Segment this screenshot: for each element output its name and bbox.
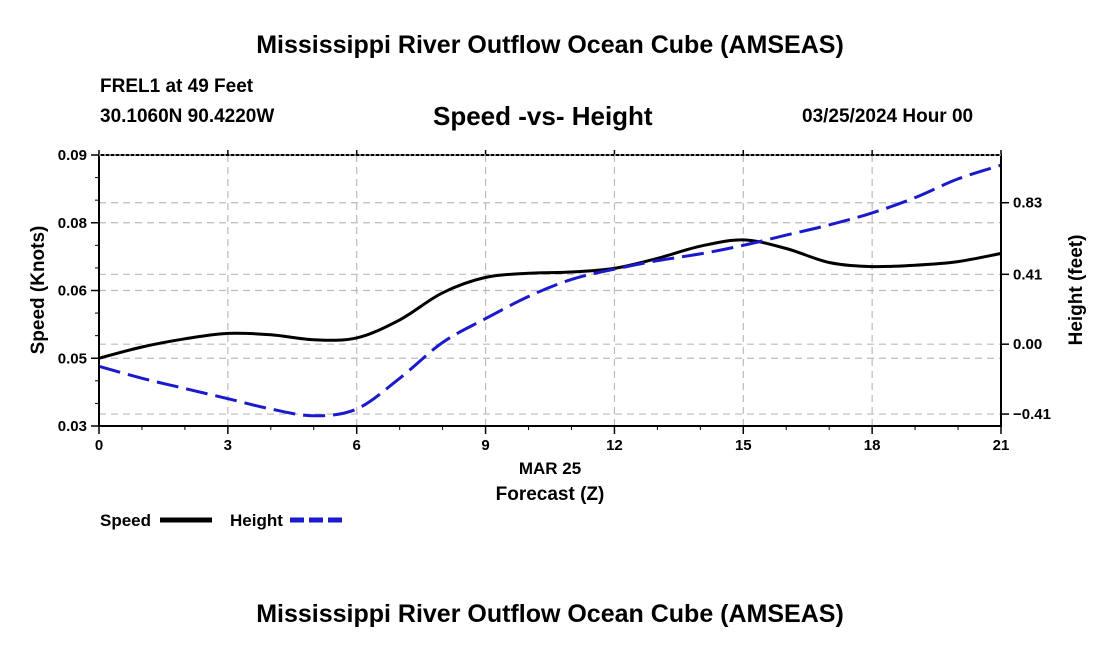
x-tick-label: 9 bbox=[481, 437, 489, 454]
x-tick-label: 0 bbox=[95, 437, 103, 454]
x-date-label: MAR 25 bbox=[519, 459, 581, 478]
x-tick-label: 21 bbox=[993, 437, 1010, 454]
axes-layer: 0 3 6 9 12 15 18 21 0.03 0.05 0.06 0.08 0.09 −0.41 0.0… bbox=[58, 147, 1051, 454]
x-tick-label: 3 bbox=[224, 437, 232, 454]
legend: Speed Height bbox=[100, 511, 342, 530]
footer-title: Mississippi River Outflow Ocean Cube (AM… bbox=[256, 600, 844, 628]
legend-label-height: Height bbox=[230, 511, 283, 530]
y2-tick-label: 0.83 bbox=[1013, 195, 1042, 212]
series-line-speed bbox=[98, 238, 1002, 360]
grid-layer bbox=[99, 155, 1001, 426]
y2-tick-label: 0.00 bbox=[1013, 336, 1042, 353]
series-line-height bbox=[98, 163, 1002, 418]
chart-title: Mississippi River Outflow Ocean Cube (AM… bbox=[256, 31, 844, 59]
y-tick-label: 0.06 bbox=[58, 283, 87, 300]
series-layer bbox=[98, 163, 1002, 418]
y2-tick-label: 0.41 bbox=[1013, 266, 1042, 283]
datetime-label: 03/25/2024 Hour 00 bbox=[802, 106, 974, 127]
y2-tick-label: −0.41 bbox=[1013, 406, 1051, 423]
x-tick-label: 18 bbox=[864, 437, 881, 454]
y-tick-label: 0.05 bbox=[58, 350, 87, 367]
chart-subtitle: Speed -vs- Height bbox=[433, 101, 653, 131]
legend-label-speed: Speed bbox=[100, 511, 151, 530]
y-tick-label: 0.09 bbox=[58, 147, 87, 164]
y2-axis-title: Height (feet) bbox=[1066, 235, 1087, 346]
coordinates-label: 30.1060N 90.4220W bbox=[100, 106, 275, 127]
y-tick-label: 0.08 bbox=[58, 215, 87, 232]
y-axis-title: Speed (Knots) bbox=[28, 226, 49, 355]
x-tick-label: 6 bbox=[353, 437, 361, 454]
x-tick-label: 12 bbox=[606, 437, 623, 454]
x-axis-title: Forecast (Z) bbox=[496, 484, 605, 505]
station-label: FREL1 at 49 Feet bbox=[100, 76, 254, 97]
y-tick-label: 0.03 bbox=[58, 418, 87, 435]
x-tick-label: 15 bbox=[735, 437, 752, 454]
